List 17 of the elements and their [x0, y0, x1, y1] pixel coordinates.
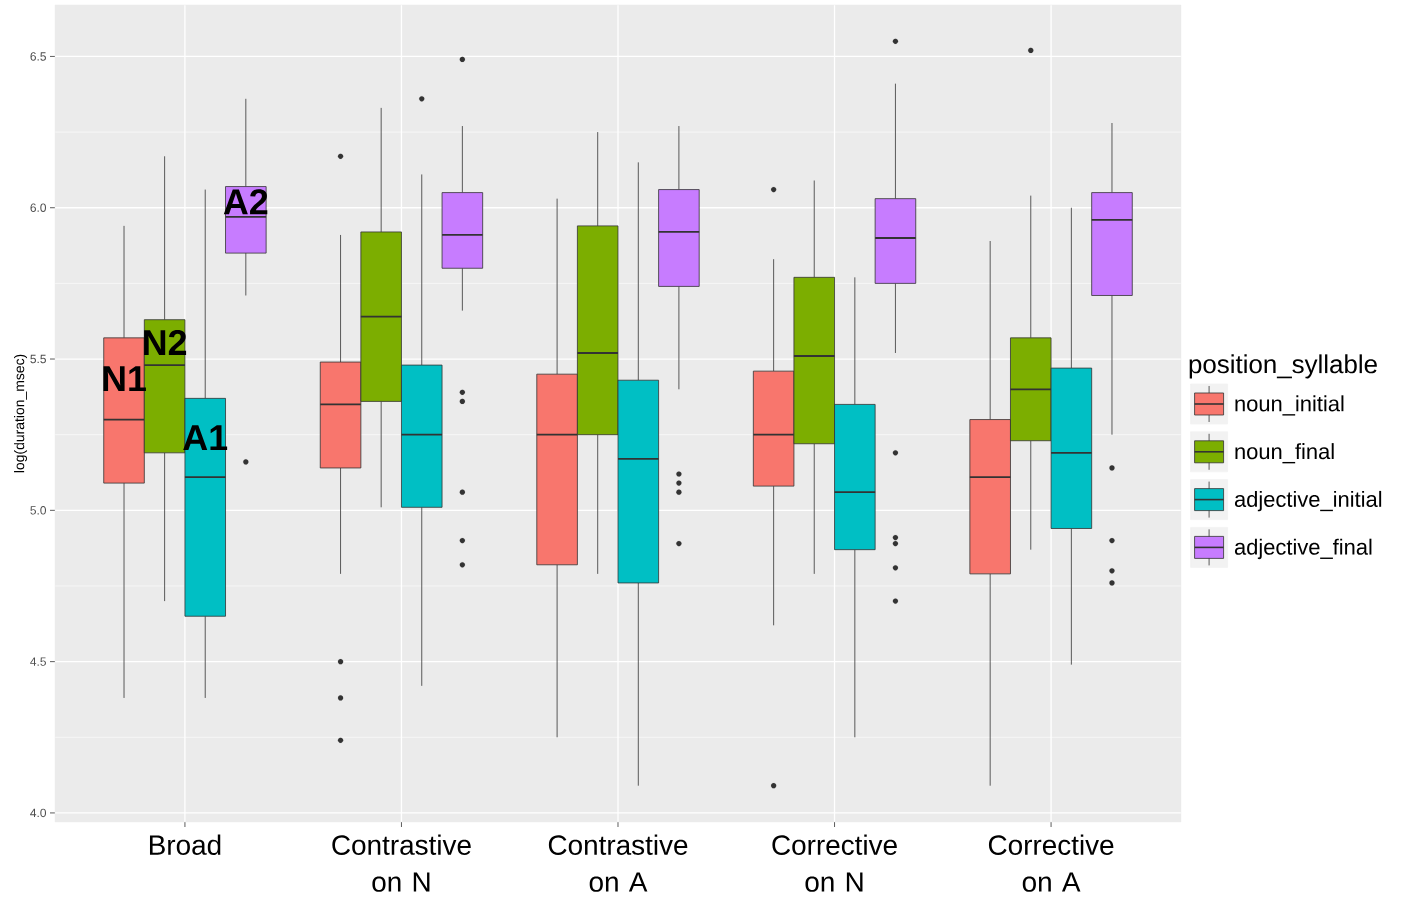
- legend-title: position_syllable: [1189, 354, 1377, 379]
- x-tick-label: Contrastive on N: [332, 834, 471, 892]
- y-axis-title: log(duration_msec): [14, 354, 28, 473]
- y-tick-label: 4.0: [30, 808, 47, 818]
- x-tick-label: Corrective on A: [988, 834, 1114, 892]
- legend-label: adjective_initial: [1234, 490, 1382, 512]
- y-tick-label: 5.5: [30, 354, 46, 364]
- legend-label: adjective_final: [1234, 538, 1372, 560]
- x-tick-label: Broad: [149, 834, 221, 855]
- y-tick-label: 6.5: [30, 52, 46, 61]
- y-tick-label: 6.0: [30, 203, 47, 212]
- legend-label: noun_final: [1235, 443, 1334, 464]
- x-tick-label: Corrective on N: [772, 834, 897, 892]
- y-tick-label: 5.0: [30, 506, 47, 515]
- x-tick-label: Contrastive on A: [548, 834, 688, 892]
- legend-label: noun_initial: [1235, 395, 1344, 416]
- y-tick-label: 4.5: [30, 657, 46, 666]
